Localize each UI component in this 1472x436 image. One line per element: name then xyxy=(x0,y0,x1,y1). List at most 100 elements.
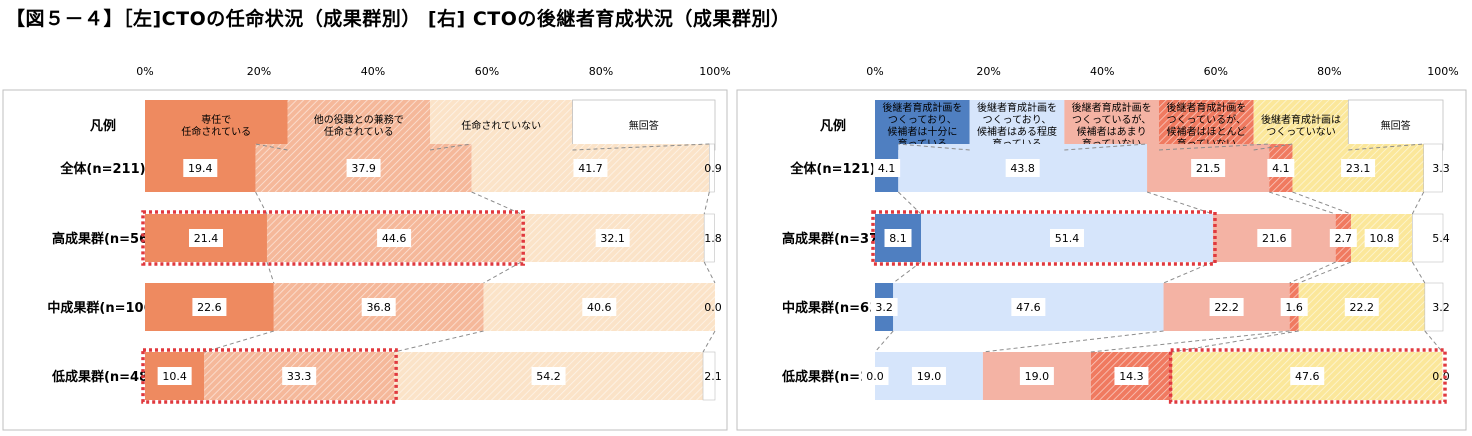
left-x-tick-label: 80% xyxy=(589,65,613,78)
left-value-label-bg xyxy=(188,229,223,247)
right-bar-segment xyxy=(1424,282,1444,332)
right-value-label: 3.3 xyxy=(1432,162,1450,175)
left-value-label-bg xyxy=(531,367,566,385)
right-bar-segment xyxy=(1423,143,1443,193)
right-value-label-bg xyxy=(873,159,901,177)
right-value-label: 51.4 xyxy=(1055,232,1080,245)
left-value-label: 36.8 xyxy=(366,301,391,314)
right-value-label: 14.3 xyxy=(1119,370,1144,383)
right-value-label: 22.2 xyxy=(1214,301,1239,314)
right-x-tick-label: 100% xyxy=(1427,65,1458,78)
right-value-label-bg xyxy=(1329,229,1357,247)
page-title: 【図５－４】［左]CTOの任命状況（成果群別） [右] CTOの後継者育成状況（… xyxy=(6,8,791,30)
right-value-label-bg xyxy=(884,229,912,247)
right-value-label: 5.4 xyxy=(1432,232,1450,245)
right-chart-frame xyxy=(736,89,1467,431)
right-highlight-box xyxy=(1168,348,1447,404)
right-value-label: 19.0 xyxy=(917,370,942,383)
right-value-label-bg xyxy=(1011,298,1046,316)
right-value-label-bg xyxy=(1344,298,1379,316)
right-value-label: 0.0 xyxy=(866,370,884,383)
right-legend-row-label: 凡例 xyxy=(820,118,846,134)
right-value-label: 4.1 xyxy=(878,162,896,175)
left-connector-line xyxy=(703,261,716,284)
right-connector-line xyxy=(1411,191,1425,215)
right-value-label: 8.1 xyxy=(889,232,907,245)
right-value-label-bg xyxy=(861,367,889,385)
left-legend-swatch xyxy=(287,100,430,150)
left-legend-entry: 専任で任命されている xyxy=(181,113,251,138)
right-connector-line xyxy=(1289,261,1336,284)
left-x-tick-label: 60% xyxy=(475,65,499,78)
right-value-label: 21.6 xyxy=(1262,232,1287,245)
right-value-label-bg xyxy=(1005,159,1040,177)
right-value-label: 1.6 xyxy=(1285,301,1303,314)
right-value-label: 47.6 xyxy=(1016,301,1041,314)
left-connector-line xyxy=(429,143,472,151)
left-highlight-box xyxy=(141,348,398,404)
right-value-label: 4.1 xyxy=(1272,162,1290,175)
left-category-label: 全体(n=211) xyxy=(59,161,145,177)
left-value-label: 54.2 xyxy=(536,370,561,383)
left-legend-entry: 任命されていない xyxy=(461,119,541,132)
right-connector-line xyxy=(1411,261,1426,284)
right-connector-line xyxy=(1269,191,1336,215)
right-legend-entry: 無回答 xyxy=(1381,119,1411,132)
right-value-label: 19.0 xyxy=(1025,370,1050,383)
right-connector-line xyxy=(898,143,970,151)
left-value-label-bg xyxy=(361,298,396,316)
right-value-label: 43.8 xyxy=(1010,162,1035,175)
left-bar-segment xyxy=(703,213,715,263)
right-connector-line xyxy=(1424,330,1443,353)
left-legend-swatch xyxy=(572,99,716,151)
left-value-label: 33.3 xyxy=(287,370,312,383)
left-value-label: 40.6 xyxy=(587,301,612,314)
left-value-label: 0.9 xyxy=(704,162,722,175)
left-legend-row-label: 凡例 xyxy=(90,118,116,134)
left-value-label-bg xyxy=(573,159,608,177)
right-value-label-bg xyxy=(1209,298,1244,316)
right-x-tick-label: 20% xyxy=(976,65,1000,78)
right-highlight-box xyxy=(871,210,1217,266)
right-x-tick-label: 60% xyxy=(1204,65,1228,78)
right-connector-line xyxy=(1298,261,1352,284)
left-x-tick-label: 100% xyxy=(699,65,730,78)
left-legend-entry: 無回答 xyxy=(629,119,659,132)
left-connector-line xyxy=(204,330,274,353)
right-x-tick-label: 80% xyxy=(1317,65,1341,78)
right-connector-line xyxy=(892,261,922,284)
right-legend-swatch xyxy=(1253,100,1349,150)
left-value-label: 21.4 xyxy=(194,232,219,245)
left-connector-line xyxy=(393,330,484,353)
right-value-label: 10.8 xyxy=(1369,232,1394,245)
left-value-label-bg xyxy=(157,367,192,385)
right-connector-line xyxy=(1348,143,1424,151)
left-value-label: 37.9 xyxy=(351,162,376,175)
right-value-label-bg xyxy=(870,298,898,316)
left-connector-line xyxy=(266,261,275,284)
right-value-label: 3.2 xyxy=(1432,301,1450,314)
left-value-label-bg xyxy=(282,367,317,385)
right-value-label-bg xyxy=(1267,159,1295,177)
right-value-label-bg xyxy=(1114,367,1149,385)
left-value-label: 32.1 xyxy=(600,232,625,245)
left-value-label-bg xyxy=(183,159,218,177)
left-value-label-bg xyxy=(582,298,617,316)
left-legend-entry: 他の役職との兼務で任命されている xyxy=(314,113,404,138)
left-x-tick-label: 0% xyxy=(136,65,153,78)
right-category-label: 中成果群(n=63) xyxy=(782,300,884,316)
right-value-label: 22.2 xyxy=(1350,301,1375,314)
right-legend-entry: 後継者育成計画をつくっており、候補者はある程度育っている xyxy=(977,101,1057,150)
left-value-label-bg xyxy=(192,298,227,316)
right-legend-swatch xyxy=(1064,100,1159,150)
left-x-tick-label: 40% xyxy=(361,65,385,78)
right-legend-swatch xyxy=(969,100,1065,150)
right-value-label: 0.0 xyxy=(1432,370,1450,383)
right-value-label: 23.1 xyxy=(1346,162,1371,175)
left-value-label: 41.7 xyxy=(578,162,603,175)
right-connector-line xyxy=(1090,330,1290,353)
right-value-label-bg xyxy=(1280,298,1308,316)
left-value-label: 44.6 xyxy=(382,232,407,245)
